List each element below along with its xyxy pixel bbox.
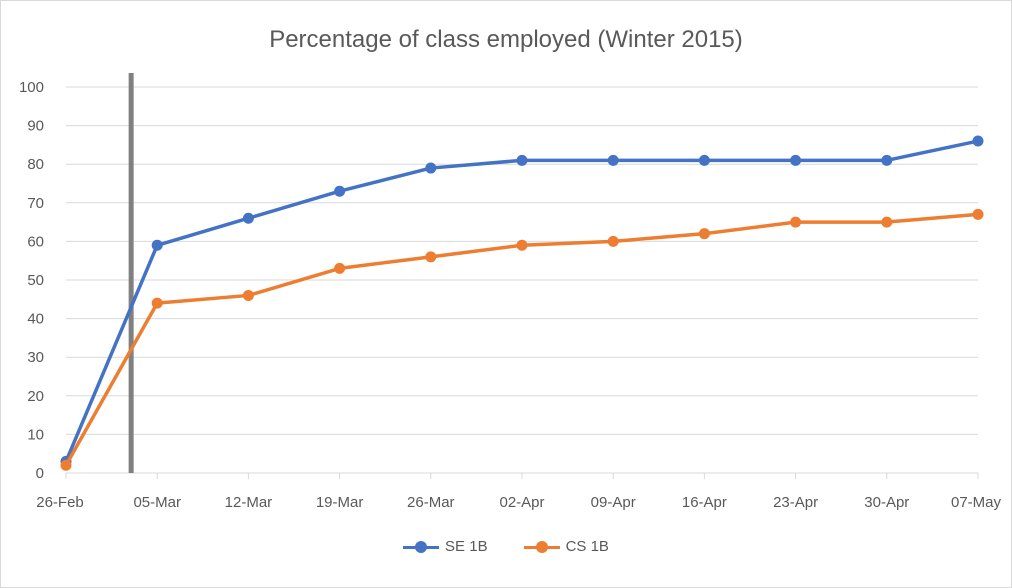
y-tick-label-0: 0: [36, 465, 44, 482]
data-point-se-1b-07-May: [972, 135, 984, 147]
data-point-cs-1b-23-Apr: [790, 216, 802, 228]
data-point-cs-1b-07-May: [972, 208, 984, 220]
x-tick-label-30-Apr: 30-Apr: [864, 494, 909, 511]
legend-swatch-cs-1b: [523, 540, 560, 553]
series-line-cs-1b: [64, 212, 979, 467]
legend-swatch-se-1b: [403, 540, 440, 553]
chart-title: Percentage of class employed (Winter 201…: [269, 26, 743, 53]
data-point-cs-1b-16-Apr: [698, 228, 710, 240]
data-point-se-1b-30-Apr: [881, 154, 893, 166]
data-point-se-1b-02-Apr: [516, 154, 528, 166]
x-tick-label-09-Apr: 09-Apr: [591, 494, 636, 511]
legend-label-cs-1b: CS 1B: [565, 538, 609, 555]
data-point-cs-1b-26-Mar: [425, 251, 437, 263]
series-line-se-1b: [64, 139, 979, 463]
legend-item-cs-1b: CS 1B: [523, 538, 609, 555]
y-axis-tick-labels: 0 10 20 30 40 50 60 70 80 90 100: [19, 79, 44, 482]
data-point-se-1b-12-Mar: [242, 212, 254, 224]
y-tick-label-30: 30: [27, 349, 44, 366]
legend-item-se-1b: SE 1B: [403, 538, 488, 555]
series-group: [60, 135, 984, 471]
data-point-se-1b-19-Mar: [334, 185, 346, 197]
y-tick-label-20: 20: [27, 388, 44, 405]
y-tick-label-10: 10: [27, 426, 44, 443]
data-point-se-1b-16-Apr: [698, 154, 710, 166]
y-tick-label-40: 40: [27, 311, 44, 328]
data-point-cs-1b-19-Mar: [334, 262, 346, 274]
x-tick-label-23-Apr: 23-Apr: [773, 494, 818, 511]
data-point-cs-1b-05-Mar: [151, 297, 163, 309]
y-tick-label-70: 70: [27, 195, 44, 212]
x-tick-label-19-Mar: 19-Mar: [316, 494, 364, 511]
gridlines: [65, 86, 979, 479]
data-point-se-1b-09-Apr: [607, 154, 619, 166]
data-point-cs-1b-02-Apr: [516, 239, 528, 251]
x-tick-label-26-Feb: 26-Feb: [36, 494, 84, 511]
y-tick-label-100: 100: [19, 79, 44, 96]
x-tick-label-16-Apr: 16-Apr: [682, 494, 727, 511]
data-point-cs-1b-09-Apr: [607, 235, 619, 247]
y-tick-label-90: 90: [27, 118, 44, 135]
y-tick-label-60: 60: [27, 233, 44, 250]
data-point-se-1b-26-Mar: [425, 162, 437, 174]
data-point-se-1b-05-Mar: [151, 239, 163, 251]
data-point-se-1b-23-Apr: [790, 154, 802, 166]
x-axis-tick-labels: 26-Feb 05-Mar 12-Mar 19-Mar 26-Mar 02-Apr 09-A…: [36, 494, 1001, 511]
x-tick-label-02-Apr: 02-Apr: [499, 494, 544, 511]
y-tick-label-50: 50: [27, 272, 44, 289]
legend: SE 1B CS 1B: [0, 538, 1012, 555]
y-tick-label-80: 80: [27, 156, 44, 173]
x-tick-label-07-May: 07-May: [951, 494, 1002, 511]
x-tick-label-26-Mar: 26-Mar: [407, 494, 455, 511]
data-point-cs-1b-12-Mar: [242, 289, 254, 301]
x-tick-label-05-Mar: 05-Mar: [133, 494, 181, 511]
legend-label-se-1b: SE 1B: [445, 538, 488, 555]
data-point-cs-1b-30-Apr: [881, 216, 893, 228]
data-point-cs-1b-26-Feb: [60, 459, 72, 471]
x-tick-label-12-Mar: 12-Mar: [225, 494, 273, 511]
